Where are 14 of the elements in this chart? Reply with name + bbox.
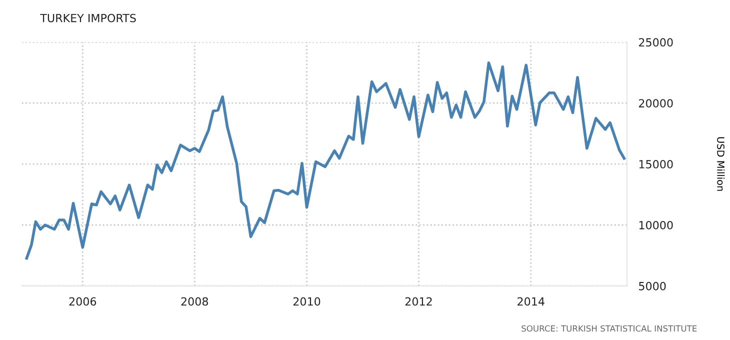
y-tick-label: 20000 [638,99,673,108]
x-tick-label: 2010 [293,297,320,306]
y-tick-label: 10000 [639,220,673,230]
line-series [25,61,626,260]
x-tick-label: 2008 [181,297,208,306]
source-note: SOURCE: TURKISH STATISTICAL INSTITUTE [522,325,697,332]
y-axis-title: USD Million [717,137,725,191]
chart-title: TURKEY IMPORTS [40,14,136,22]
x-tick-label: 2012 [405,297,432,306]
y-tick-label: 25000 [638,38,673,47]
y-tick-label: 15000 [639,160,673,168]
x-tick-label: 2014 [518,297,544,306]
y-tick-label: 5000 [639,282,666,290]
x-tick-label: 2006 [69,297,96,306]
